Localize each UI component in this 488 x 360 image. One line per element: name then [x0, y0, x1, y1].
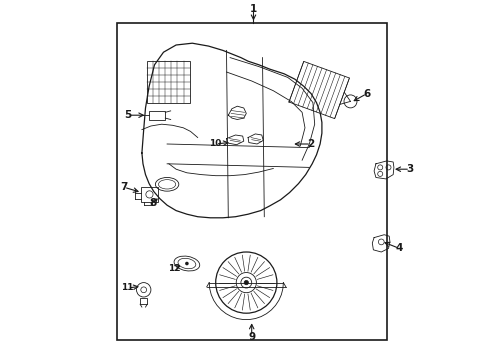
Text: 1: 1	[249, 4, 257, 14]
Text: 4: 4	[395, 243, 402, 253]
Text: 12: 12	[168, 264, 180, 273]
Bar	[140, 298, 147, 304]
Text: 2: 2	[307, 139, 314, 149]
Bar	[117, 23, 386, 340]
Text: 7: 7	[120, 182, 127, 192]
Text: 6: 6	[363, 89, 370, 99]
Text: 8: 8	[149, 198, 156, 208]
Bar	[146, 61, 189, 103]
Text: 11: 11	[121, 284, 134, 292]
Text: 10: 10	[209, 139, 222, 148]
Bar	[149, 111, 165, 120]
Circle shape	[185, 262, 188, 265]
Text: 5: 5	[123, 110, 131, 120]
Text: 9: 9	[247, 332, 255, 342]
Circle shape	[244, 280, 248, 285]
Bar	[141, 187, 158, 202]
Text: 3: 3	[406, 164, 413, 174]
